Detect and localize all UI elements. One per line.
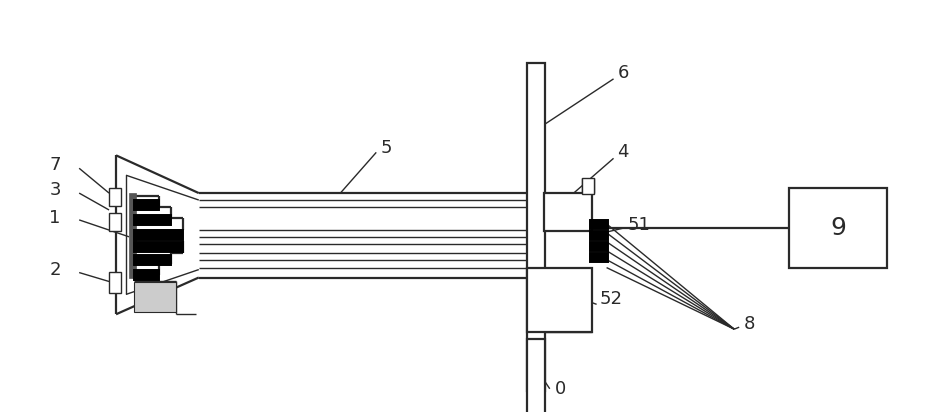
Bar — [527, 268, 592, 332]
Text: 9: 9 — [830, 216, 846, 240]
Text: 52: 52 — [599, 290, 623, 309]
Text: 0: 0 — [555, 380, 566, 398]
Bar — [134, 230, 183, 240]
Bar — [134, 255, 171, 265]
Bar — [582, 178, 594, 194]
Bar — [129, 193, 136, 278]
Text: 8: 8 — [744, 315, 756, 333]
Bar — [527, 63, 545, 391]
Text: 5: 5 — [380, 140, 391, 157]
Text: 4: 4 — [618, 143, 629, 161]
Bar — [109, 272, 121, 293]
Bar — [109, 188, 121, 206]
Text: 2: 2 — [49, 261, 61, 279]
Bar — [134, 242, 183, 252]
Bar — [789, 188, 886, 268]
Bar — [109, 213, 121, 231]
Text: 6: 6 — [618, 64, 629, 82]
Bar — [134, 270, 159, 280]
Bar — [590, 220, 608, 229]
Bar — [527, 339, 545, 413]
Text: 3: 3 — [49, 181, 61, 199]
Bar — [590, 231, 608, 240]
Text: 1: 1 — [49, 209, 61, 227]
Text: 7: 7 — [49, 156, 61, 174]
Bar — [134, 215, 171, 225]
Bar — [134, 282, 176, 312]
Bar — [134, 200, 159, 210]
Text: 51: 51 — [627, 216, 651, 234]
Bar — [590, 253, 608, 261]
Bar — [590, 242, 608, 251]
Bar — [543, 193, 592, 231]
